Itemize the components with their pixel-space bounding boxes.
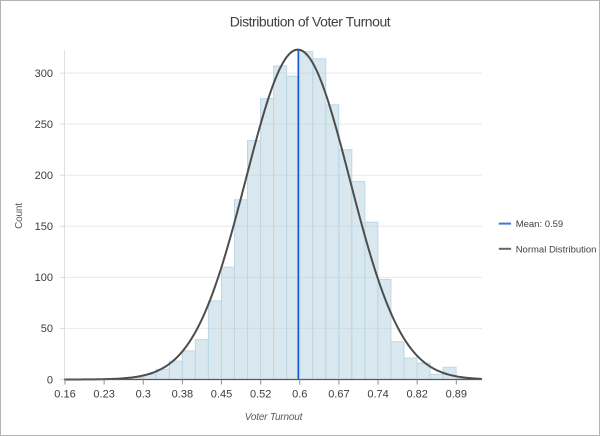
- svg-text:Count: Count: [14, 203, 25, 229]
- svg-text:0.23: 0.23: [93, 388, 114, 400]
- svg-text:0.74: 0.74: [367, 388, 388, 400]
- svg-text:300: 300: [35, 68, 53, 80]
- svg-text:Normal Distribution: Normal Distribution: [516, 244, 597, 255]
- svg-text:200: 200: [35, 170, 53, 182]
- svg-text:150: 150: [35, 221, 53, 233]
- svg-text:0.6: 0.6: [292, 388, 307, 400]
- svg-text:0.38: 0.38: [172, 388, 193, 400]
- svg-text:Mean: 0.59: Mean: 0.59: [516, 219, 564, 230]
- svg-text:Voter Turnout: Voter Turnout: [245, 412, 304, 423]
- svg-text:0.52: 0.52: [250, 388, 271, 400]
- svg-text:0.3: 0.3: [136, 388, 151, 400]
- svg-text:250: 250: [35, 119, 53, 131]
- svg-text:50: 50: [41, 323, 53, 335]
- svg-text:0.16: 0.16: [54, 388, 75, 400]
- svg-text:0: 0: [47, 374, 53, 386]
- svg-text:100: 100: [35, 272, 53, 284]
- svg-text:0.89: 0.89: [446, 388, 467, 400]
- svg-text:0.45: 0.45: [211, 388, 232, 400]
- svg-text:Distribution of Voter Turnout: Distribution of Voter Turnout: [230, 14, 391, 30]
- svg-text:0.67: 0.67: [328, 388, 349, 400]
- svg-text:0.82: 0.82: [406, 388, 427, 400]
